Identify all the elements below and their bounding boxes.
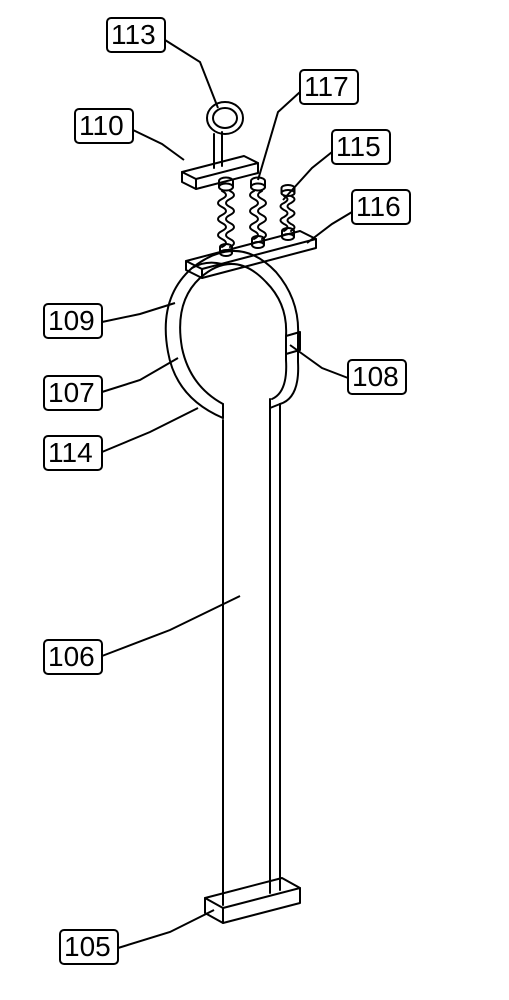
leader-107 <box>102 358 178 392</box>
leader-117 <box>258 92 300 180</box>
label-115: 115 <box>336 131 381 163</box>
label-114: 114 <box>48 437 93 469</box>
device-geometry <box>166 102 316 923</box>
part-107-ring <box>166 251 300 418</box>
label-110: 110 <box>79 110 124 142</box>
part-117-spring <box>218 178 234 248</box>
leader-115 <box>283 152 332 200</box>
leader-106 <box>102 596 240 656</box>
label-109: 109 <box>48 305 95 337</box>
leader-105 <box>118 910 214 948</box>
patent-figure <box>0 0 509 1000</box>
label-107: 107 <box>48 377 95 409</box>
label-105: 105 <box>64 931 111 963</box>
leader-116 <box>307 212 352 243</box>
label-117: 117 <box>304 71 349 103</box>
label-116: 116 <box>356 191 401 223</box>
part-116-spring <box>281 185 295 231</box>
leader-114 <box>102 408 198 452</box>
leader-109 <box>102 303 175 322</box>
part-105-base <box>205 878 300 923</box>
leader-113 <box>165 40 218 108</box>
label-108: 108 <box>352 361 399 393</box>
leader-110 <box>133 130 184 160</box>
part-115-spring <box>250 178 266 240</box>
label-106: 106 <box>48 641 95 673</box>
label-113: 113 <box>111 19 156 51</box>
leader-lines <box>102 40 352 948</box>
part-114-notch <box>223 399 270 418</box>
part-106-column <box>223 404 280 905</box>
